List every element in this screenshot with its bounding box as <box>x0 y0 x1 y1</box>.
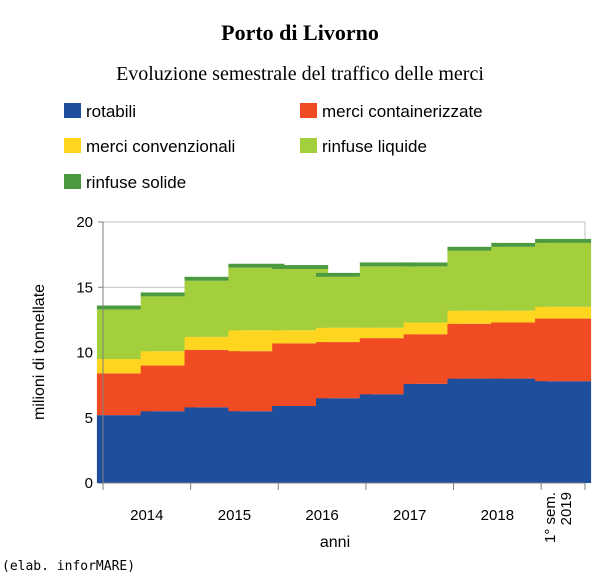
bar-segment-merci-convenzionali-2018-1 <box>447 310 504 324</box>
bar-segment-rinfuse-solide-2019-1 <box>535 238 592 243</box>
legend-swatch <box>64 103 81 118</box>
bar-segment-merci-containerizzate-2019-1 <box>535 318 592 382</box>
y-tick-label: 5 <box>85 410 93 427</box>
legend-swatch <box>64 138 81 153</box>
bar-segment-rinfuse-solide-2017-1 <box>359 262 416 267</box>
legend-label: merci containerizzate <box>322 102 483 121</box>
y-tick-label: 20 <box>76 214 93 231</box>
bar-segment-rinfuse-solide-2015-2 <box>228 263 285 268</box>
x-tick-label-last: 1° sem. 2019 <box>542 492 575 543</box>
legend-label: merci convenzionali <box>86 137 235 156</box>
x-tick-label-last-line: 2019 <box>558 492 575 525</box>
x-axis-label: anni <box>320 534 350 551</box>
legend-label: rotabili <box>86 102 136 121</box>
bar-segment-merci-convenzionali-2018-2 <box>491 310 548 323</box>
bar-segment-merci-convenzionali-2014-1 <box>96 359 153 374</box>
legend-label: rinfuse liquide <box>322 137 427 156</box>
y-axis-label: milioni di tonnellate <box>31 284 48 420</box>
legend-label: rinfuse solide <box>86 173 186 192</box>
bar-segment-rinfuse-solide-2018-1 <box>447 246 504 251</box>
x-tick-label-last-line: 1° sem. <box>542 492 559 543</box>
bar-segment-rinfuse-solide-2018-2 <box>491 242 548 247</box>
chart-subtitle: Evoluzione semestrale del traffico delle… <box>116 63 484 85</box>
x-tick-label: 2016 <box>305 507 338 524</box>
legend-swatch <box>300 138 317 153</box>
axes <box>102 222 586 490</box>
y-tick-label: 0 <box>85 475 93 492</box>
y-tick-label: 15 <box>76 279 93 296</box>
bars <box>96 238 592 483</box>
bar-segment-merci-convenzionali-2015-1 <box>184 336 241 350</box>
bar-segment-rotabili-2019-1 <box>535 381 592 483</box>
bar-segment-merci-convenzionali-2016-1 <box>272 330 329 344</box>
x-tick-label: 2015 <box>218 507 251 524</box>
y-tick-labels: 0 5 10 15 20 <box>76 214 93 492</box>
bar-segment-rinfuse-solide-2014-1 <box>96 305 153 310</box>
bar-segment-rinfuse-solide-2016-2 <box>316 272 372 277</box>
bar-segment-merci-convenzionali-2017-2 <box>403 322 460 335</box>
bar-segment-rinfuse-solide-2016-1 <box>272 265 329 269</box>
bar-segment-merci-convenzionali-2017-1 <box>359 327 416 339</box>
bar-segment-rinfuse-solide-2017-2 <box>403 262 460 267</box>
bar-segment-rinfuse-solide-2015-1 <box>184 276 241 281</box>
legend-swatch <box>300 103 317 118</box>
x-tick-labels: 2014 2015 2016 2017 2018 1° sem. 2019 <box>130 492 575 543</box>
y-tick-label: 10 <box>76 345 93 362</box>
legend-swatch <box>64 174 81 189</box>
bar-segment-rinfuse-solide-2014-2 <box>140 292 197 297</box>
bar-segment-rinfuse-liquide-2019-1 <box>535 242 592 307</box>
chart-title: Porto di Livorno <box>221 20 379 45</box>
x-tick-label: 2017 <box>393 507 426 524</box>
legend: rotabili merci containerizzate merci conve… <box>64 102 483 192</box>
bar-segment-merci-convenzionali-2016-2 <box>316 327 372 343</box>
x-tick-label: 2014 <box>130 507 163 524</box>
x-tick-label: 2018 <box>481 507 514 524</box>
bar-segment-merci-convenzionali-2015-2 <box>228 330 285 352</box>
credit-text: (elab. inforMARE) <box>2 559 135 574</box>
bar-segment-merci-convenzionali-2014-2 <box>140 351 197 366</box>
bar-segment-merci-convenzionali-2019-1 <box>535 306 592 319</box>
